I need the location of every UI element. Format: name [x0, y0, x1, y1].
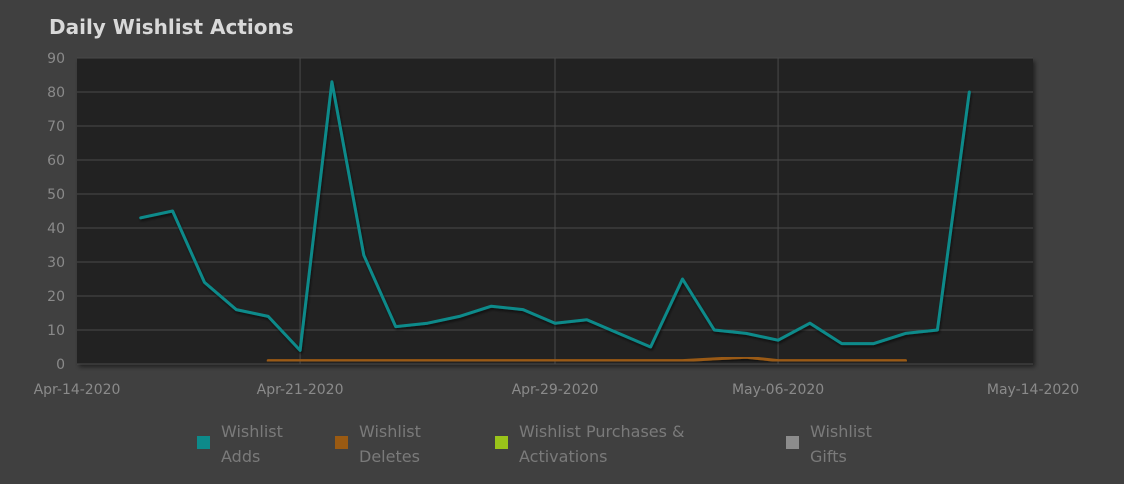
y-tick-label: 70: [47, 119, 65, 135]
legend-label-line1: Wishlist: [810, 422, 872, 441]
legend-swatch: [335, 436, 348, 449]
legend-label-line1: Wishlist: [359, 422, 421, 441]
series-lines: [139, 80, 971, 363]
legend-label-line2: Adds: [221, 447, 260, 466]
y-tick-label: 30: [47, 255, 65, 271]
legend[interactable]: Wishlist Adds Wishlist Deletes Wishlist Purc…: [197, 422, 872, 466]
x-tick-label: Apr-21-2020: [257, 382, 344, 398]
y-axis-ticks: 0 10 20 30 40 50 60 70 80 90: [47, 51, 65, 373]
legend-swatch: [197, 436, 210, 449]
y-tick-label: 40: [47, 221, 65, 237]
legend-swatch: [786, 436, 799, 449]
grid-lines: [77, 57, 1033, 365]
y-tick-label: 60: [47, 153, 65, 169]
series-line-1[interactable]: [266, 355, 907, 363]
legend-swatch: [495, 436, 508, 449]
y-tick-label: 50: [47, 187, 65, 203]
y-tick-label: 80: [47, 85, 65, 101]
legend-label-line2: Activations: [519, 447, 607, 466]
legend-item[interactable]: Wishlist Adds: [197, 422, 283, 466]
legend-label-line2: Gifts: [810, 447, 847, 466]
x-tick-label: Apr-29-2020: [512, 382, 599, 398]
y-tick-label: 90: [47, 51, 65, 67]
y-tick-label: 10: [47, 323, 65, 339]
x-axis-ticks: Apr-14-2020 Apr-21-2020 Apr-29-2020 May-06-…: [34, 382, 1080, 398]
series-line-0[interactable]: [139, 80, 971, 352]
x-tick-label: May-14-2020: [987, 382, 1079, 398]
y-tick-label: 0: [56, 357, 65, 373]
legend-label-line2: Deletes: [359, 447, 420, 466]
y-tick-label: 20: [47, 289, 65, 305]
legend-item[interactable]: Wishlist Gifts: [786, 422, 872, 466]
legend-item[interactable]: Wishlist Deletes: [335, 422, 421, 466]
chart-title: Daily Wishlist Actions: [49, 15, 294, 39]
legend-item[interactable]: Wishlist Purchases & Activations: [495, 422, 685, 466]
legend-label-line1: Wishlist Purchases &: [519, 422, 685, 441]
x-tick-label: Apr-14-2020: [34, 382, 121, 398]
x-tick-label: May-06-2020: [732, 382, 824, 398]
legend-label-line1: Wishlist: [221, 422, 283, 441]
